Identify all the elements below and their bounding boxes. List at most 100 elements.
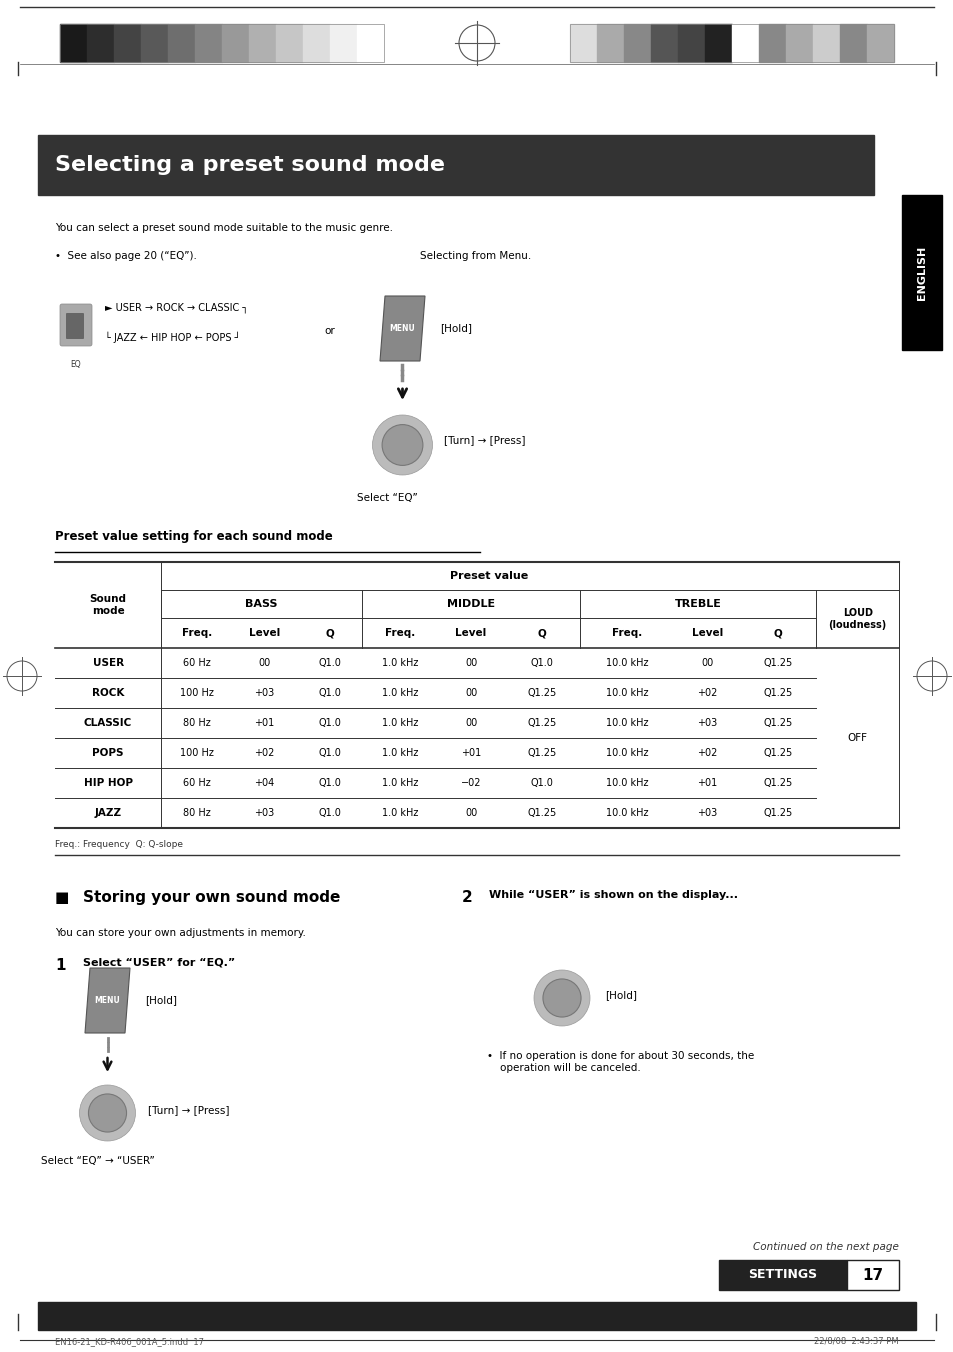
Text: Q: Q (325, 627, 334, 638)
Text: Q: Q (773, 627, 781, 638)
Text: JAZZ: JAZZ (94, 808, 122, 818)
Circle shape (916, 661, 946, 691)
Text: CLASSIC: CLASSIC (84, 718, 132, 727)
Text: 100 Hz: 100 Hz (179, 748, 213, 758)
Text: 80 Hz: 80 Hz (183, 718, 211, 727)
Text: Freq.: Frequency  Q: Q-slope: Freq.: Frequency Q: Q-slope (55, 840, 183, 849)
Text: Selecting from Menu.: Selecting from Menu. (419, 251, 531, 261)
Text: [Hold]: [Hold] (145, 995, 177, 1006)
Bar (846, 1260, 898, 1290)
Bar (812, 24, 840, 62)
Text: Preset value: Preset value (449, 571, 527, 581)
Text: Q1.0: Q1.0 (317, 658, 340, 668)
Text: Storing your own sound mode: Storing your own sound mode (83, 890, 340, 904)
Text: Level: Level (691, 627, 722, 638)
Text: +02: +02 (254, 748, 274, 758)
Text: Q1.0: Q1.0 (317, 748, 340, 758)
Text: MIDDLE: MIDDLE (447, 599, 495, 608)
Text: [Turn] → [Press]: [Turn] → [Press] (444, 435, 525, 445)
Text: Q1.25: Q1.25 (762, 808, 792, 818)
Text: +04: +04 (254, 777, 274, 788)
Text: POPS: POPS (92, 748, 124, 758)
Bar (785, 24, 812, 62)
Text: Select “USER” for “EQ.”: Select “USER” for “EQ.” (83, 959, 235, 968)
Text: Freq.: Freq. (181, 627, 212, 638)
Text: You can select a preset sound mode suitable to the music genre.: You can select a preset sound mode suita… (55, 223, 393, 233)
Text: +03: +03 (254, 688, 274, 698)
Text: Q1.25: Q1.25 (527, 688, 556, 698)
Text: +02: +02 (697, 748, 717, 758)
Text: Q1.0: Q1.0 (530, 658, 553, 668)
Text: 00: 00 (464, 688, 476, 698)
Text: Preset value setting for each sound mode: Preset value setting for each sound mode (55, 530, 333, 544)
Text: Q1.25: Q1.25 (762, 688, 792, 698)
Text: ENGLISH: ENGLISH (916, 245, 926, 300)
Text: 10.0 kHz: 10.0 kHz (605, 718, 648, 727)
Bar (222, 24, 249, 62)
Circle shape (458, 24, 495, 61)
Text: Q1.0: Q1.0 (317, 688, 340, 698)
Text: Q1.25: Q1.25 (762, 748, 792, 758)
Text: While “USER” is shown on the display...: While “USER” is shown on the display... (489, 890, 738, 900)
Text: HIP HOP: HIP HOP (84, 777, 132, 788)
Text: 10.0 kHz: 10.0 kHz (605, 748, 648, 758)
Text: Q1.25: Q1.25 (527, 718, 556, 727)
Text: └ JAZZ ← HIP HOP ← POPS ┘: └ JAZZ ← HIP HOP ← POPS ┘ (105, 331, 240, 343)
Text: Q1.25: Q1.25 (527, 748, 556, 758)
Bar (731, 24, 759, 62)
Bar (678, 24, 704, 62)
Text: 1.0 kHz: 1.0 kHz (382, 748, 418, 758)
Text: Freq.: Freq. (612, 627, 642, 638)
Text: 00: 00 (464, 718, 476, 727)
Bar (759, 24, 785, 62)
Polygon shape (379, 296, 424, 361)
Text: 1.0 kHz: 1.0 kHz (382, 808, 418, 818)
Text: or: or (324, 326, 335, 337)
Bar (623, 24, 650, 62)
Circle shape (89, 1094, 127, 1132)
Text: Continued on the next page: Continued on the next page (752, 1242, 898, 1252)
Text: 10.0 kHz: 10.0 kHz (605, 777, 648, 788)
Text: 00: 00 (258, 658, 271, 668)
Text: Sound
mode: Sound mode (90, 594, 127, 615)
Text: LOUD
(loudness): LOUD (loudness) (828, 608, 886, 630)
Text: TREBLE: TREBLE (674, 599, 721, 608)
Text: •  See also page 20 (“EQ”).: • See also page 20 (“EQ”). (55, 251, 196, 261)
Text: Level: Level (249, 627, 280, 638)
Text: EN16-21_KD-R406_001A_5.indd  17: EN16-21_KD-R406_001A_5.indd 17 (55, 1337, 204, 1347)
FancyBboxPatch shape (60, 304, 91, 346)
Text: Select “EQ” → “USER”: Select “EQ” → “USER” (41, 1156, 154, 1165)
Text: −02: −02 (460, 777, 481, 788)
Text: Q1.25: Q1.25 (762, 777, 792, 788)
Text: Q1.25: Q1.25 (762, 658, 792, 668)
Circle shape (372, 415, 432, 475)
Text: +03: +03 (254, 808, 274, 818)
Text: 1.0 kHz: 1.0 kHz (382, 688, 418, 698)
Text: Q1.0: Q1.0 (317, 777, 340, 788)
Text: Q1.0: Q1.0 (317, 808, 340, 818)
Text: SETTINGS: SETTINGS (748, 1268, 817, 1282)
Bar (597, 24, 623, 62)
Text: +03: +03 (697, 808, 717, 818)
Text: +03: +03 (697, 718, 717, 727)
Bar (38, 135, 873, 195)
Text: 10.0 kHz: 10.0 kHz (605, 658, 648, 668)
Text: 00: 00 (464, 808, 476, 818)
Text: +01: +01 (697, 777, 717, 788)
Bar (303, 24, 330, 62)
Text: 1.0 kHz: 1.0 kHz (382, 658, 418, 668)
Text: +02: +02 (697, 688, 717, 698)
Text: EQ: EQ (71, 360, 81, 369)
Bar (569, 24, 893, 62)
Circle shape (7, 661, 37, 691)
Bar (275, 24, 303, 62)
Text: 1.0 kHz: 1.0 kHz (382, 777, 418, 788)
Text: 10.0 kHz: 10.0 kHz (605, 688, 648, 698)
Text: 80 Hz: 80 Hz (183, 808, 211, 818)
Text: Q: Q (537, 627, 546, 638)
Text: •  If no operation is done for about 30 seconds, the
    operation will be cance: • If no operation is done for about 30 s… (486, 1051, 754, 1072)
Bar (866, 24, 893, 62)
Bar (194, 24, 222, 62)
Text: 60 Hz: 60 Hz (183, 777, 211, 788)
Text: Q1.25: Q1.25 (527, 808, 556, 818)
